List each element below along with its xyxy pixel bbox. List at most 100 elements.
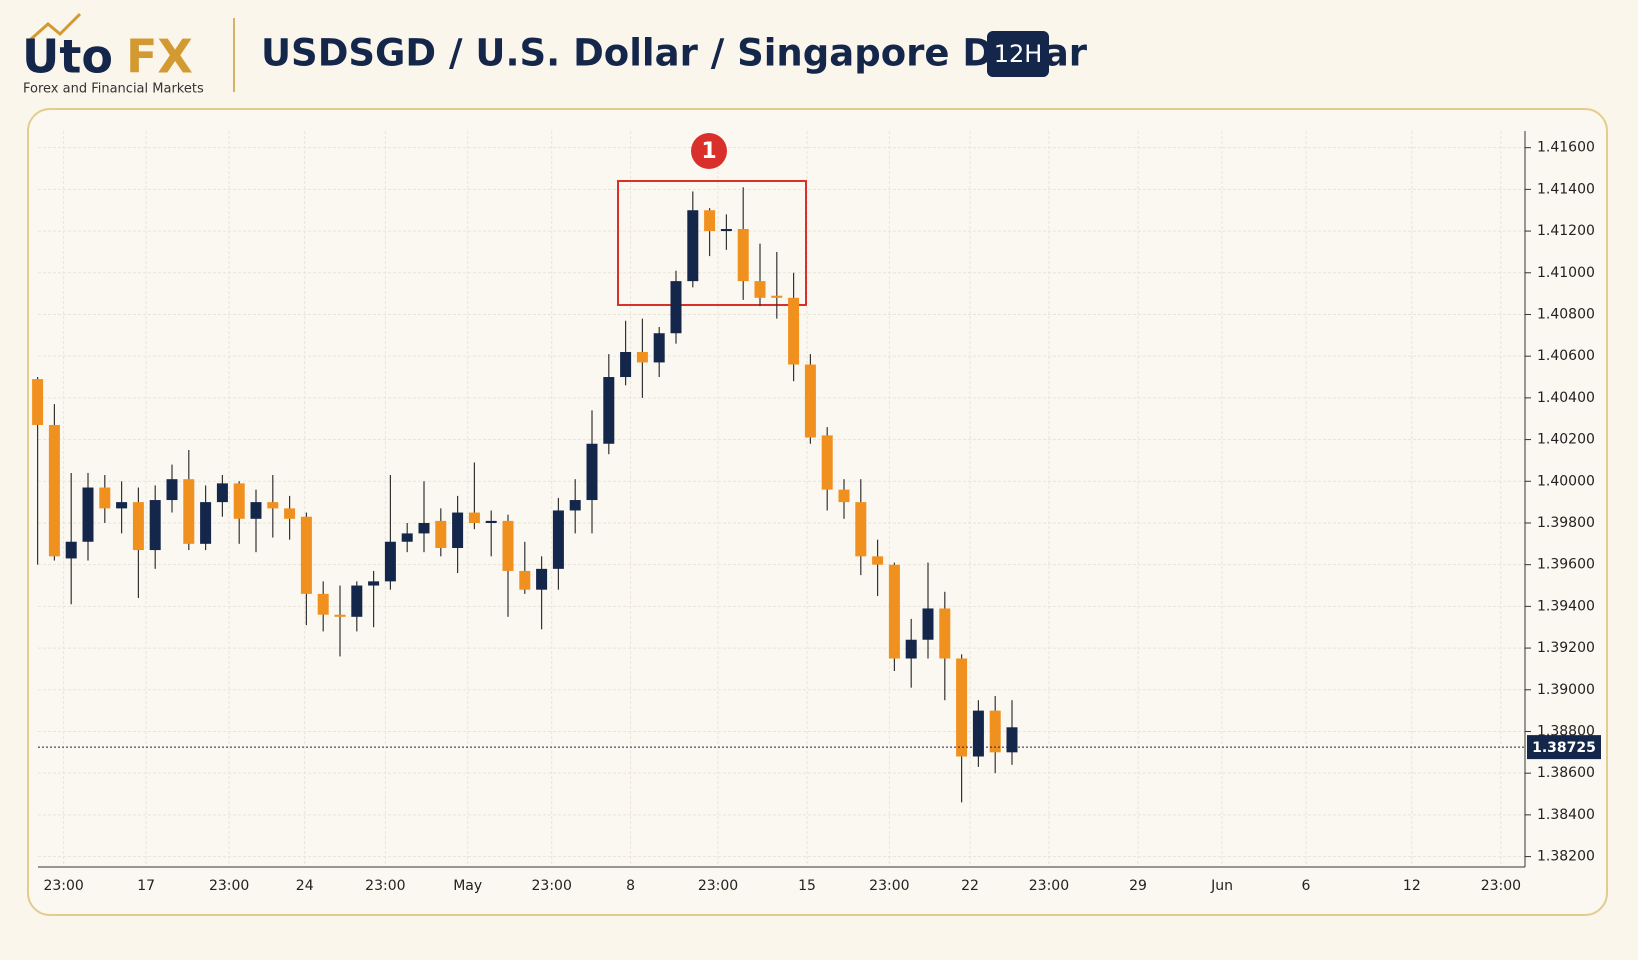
- candle-body: [905, 639, 917, 659]
- candle-body: [670, 281, 682, 334]
- candle-body: [872, 556, 884, 565]
- x-tick-label: 17: [137, 878, 155, 894]
- candle-body: [435, 520, 447, 548]
- candle-body: [351, 585, 363, 617]
- x-tick-label: 8: [626, 878, 635, 894]
- y-tick-label: 1.38600: [1537, 765, 1595, 781]
- y-tick-label: 1.40000: [1537, 473, 1595, 489]
- candle-body: [804, 364, 816, 438]
- last-price-label: 1.38725: [1532, 740, 1596, 756]
- x-tick-label: 29: [1129, 878, 1147, 894]
- title: USDSGD / U.S. Dollar / Singapore Dollar: [261, 32, 1088, 75]
- candle-body: [519, 570, 531, 590]
- candle-body: [384, 541, 396, 582]
- candle-body: [200, 502, 212, 544]
- candle-body: [485, 520, 497, 523]
- x-tick-label: May: [453, 878, 482, 894]
- x-tick-label: 6: [1302, 878, 1311, 894]
- candle-body: [636, 352, 648, 363]
- candle-body: [300, 516, 312, 594]
- y-tick-label: 1.41400: [1537, 181, 1595, 197]
- x-tick-label: 22: [961, 878, 979, 894]
- candle-body: [250, 502, 262, 519]
- candle-body: [132, 502, 144, 551]
- candle-body: [452, 512, 464, 548]
- candle-body: [216, 483, 228, 503]
- candle-body: [737, 228, 749, 282]
- logo-uto: Uto: [22, 30, 113, 84]
- y-tick-label: 1.40600: [1537, 348, 1595, 364]
- candle-body: [368, 581, 380, 586]
- candle-body: [502, 520, 514, 571]
- logo-fx: FX: [126, 30, 193, 84]
- annotation-badge: [691, 133, 727, 169]
- candle-body: [267, 502, 279, 509]
- candle-body: [687, 210, 699, 282]
- x-tick-label: 15: [798, 878, 816, 894]
- candle-body: [32, 379, 44, 425]
- candle-body: [771, 295, 783, 298]
- candle-body: [233, 483, 245, 519]
- x-tick-label: 23:00: [209, 878, 249, 894]
- candle-body: [653, 333, 665, 363]
- candle-body: [972, 710, 984, 757]
- candle-body: [334, 614, 346, 617]
- candle-body: [586, 443, 598, 501]
- y-tick-label: 1.41000: [1537, 265, 1595, 281]
- x-tick-label: 23:00: [869, 878, 909, 894]
- candle-body: [788, 297, 800, 365]
- x-tick-label: 23:00: [43, 878, 83, 894]
- y-tick-label: 1.39400: [1537, 598, 1595, 614]
- candle-body: [838, 489, 850, 503]
- annotation-label: 1: [701, 139, 716, 164]
- logo-tagline: Forex and Financial Markets: [23, 82, 204, 97]
- candle-body: [468, 512, 480, 523]
- candle-body: [620, 352, 632, 378]
- y-tick-label: 1.40800: [1537, 306, 1595, 322]
- candle-body: [99, 487, 111, 509]
- candle-body: [401, 533, 413, 542]
- y-tick-label: 1.38400: [1537, 807, 1595, 823]
- candle-body: [166, 479, 178, 501]
- x-tick-label: 23:00: [532, 878, 572, 894]
- x-tick-label: 24: [296, 878, 314, 894]
- grid: [38, 131, 1525, 867]
- candle-body: [552, 510, 564, 569]
- candle-body: [989, 710, 1001, 753]
- candle-body: [116, 502, 128, 509]
- y-tick-label: 1.39000: [1537, 682, 1595, 698]
- candle-body: [821, 435, 833, 490]
- candle-body: [569, 500, 581, 511]
- candle-body: [418, 522, 430, 534]
- candle-body: [888, 564, 900, 659]
- candle-body: [720, 228, 732, 232]
- timeframe-badge: [987, 31, 1049, 77]
- candle-body: [317, 593, 329, 615]
- y-tick-label: 1.39200: [1537, 640, 1595, 656]
- candle-body: [149, 500, 161, 551]
- chart-panel: [27, 108, 1608, 916]
- x-tick-label: 23:00: [365, 878, 405, 894]
- x-tick-label: 23:00: [698, 878, 738, 894]
- y-tick-label: 1.40400: [1537, 390, 1595, 406]
- candle-body: [1006, 727, 1018, 753]
- y-tick-label: 1.40200: [1537, 432, 1595, 448]
- y-tick-label: 1.41200: [1537, 223, 1595, 239]
- candle-body: [536, 568, 548, 590]
- y-tick-label: 1.39800: [1537, 515, 1595, 531]
- x-tick-label: Jun: [1210, 878, 1233, 894]
- candle-body: [956, 658, 968, 757]
- y-tick-label: 1.41600: [1537, 140, 1595, 156]
- candle-body: [284, 508, 296, 519]
- x-tick-label: 12: [1403, 878, 1421, 894]
- logo-arrow: [29, 12, 82, 42]
- y-tick-label: 1.38200: [1537, 849, 1595, 865]
- x-tick-label: 23:00: [1029, 878, 1069, 894]
- candle-body: [939, 608, 951, 659]
- x-tick-label: 23:00: [1481, 878, 1521, 894]
- candle-body: [855, 502, 867, 557]
- candle-body: [922, 608, 934, 640]
- y-tick-label: 1.39600: [1537, 557, 1595, 573]
